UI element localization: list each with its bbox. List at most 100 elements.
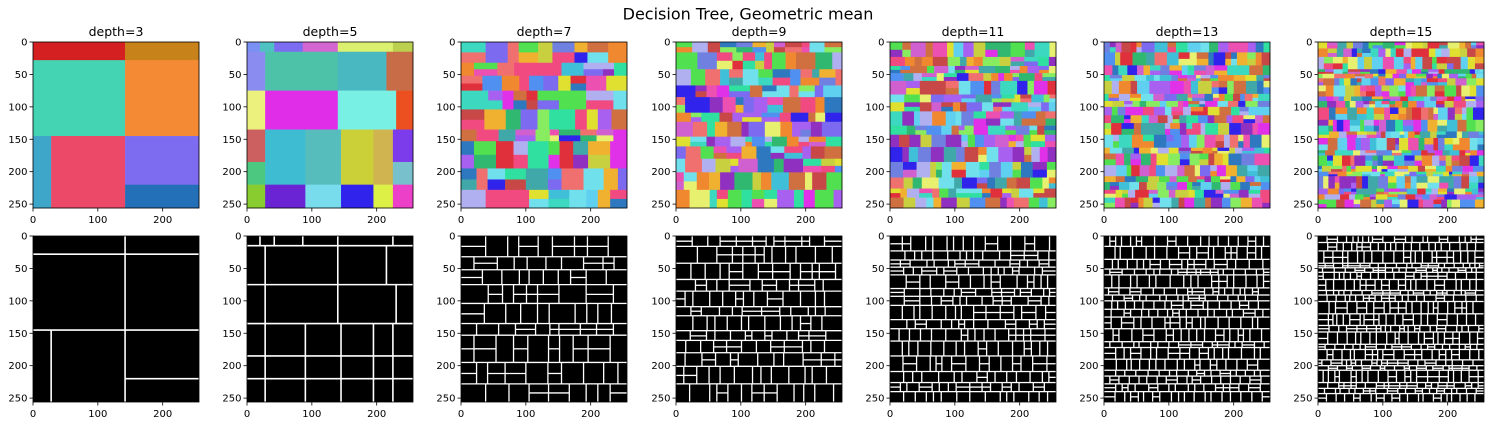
x-tick-label: 200	[581, 409, 600, 420]
segment-cell	[1344, 199, 1354, 209]
segment-cell	[764, 141, 773, 147]
x-tick-label: 200	[1224, 409, 1243, 420]
segment-cell	[1252, 97, 1259, 102]
segment-cell	[1168, 189, 1176, 198]
segment-cell	[1318, 152, 1326, 156]
segment-cell	[1198, 80, 1212, 95]
segment-cell	[527, 62, 547, 77]
segment-cell	[558, 135, 581, 142]
segment-cell	[752, 47, 767, 53]
segment-cell	[1217, 150, 1230, 154]
segment-cell	[1447, 107, 1456, 121]
segment-cell	[461, 62, 475, 77]
y-tick-label: 150	[222, 329, 241, 340]
segment-cell	[507, 42, 520, 64]
segment-cell	[987, 125, 1006, 136]
segment-cell	[1257, 123, 1271, 136]
segment-cell	[1000, 80, 1018, 95]
segment-cell	[810, 146, 825, 160]
segment-cell	[1444, 69, 1455, 75]
segment-cell	[1230, 176, 1237, 183]
segment-cell	[1381, 101, 1390, 105]
segment-cell	[1122, 189, 1129, 195]
segment-cell	[1387, 196, 1399, 200]
segment-cell	[1437, 78, 1448, 83]
segment-cell	[1231, 52, 1238, 60]
segment-cell	[1376, 204, 1385, 209]
segment-cell	[808, 112, 816, 123]
segment-cell	[1109, 78, 1123, 82]
segment-cell	[1009, 65, 1020, 71]
segment-cell	[1346, 131, 1358, 136]
segment-cell	[1227, 80, 1234, 95]
segment-cell	[1366, 107, 1375, 121]
segment-cell	[954, 69, 966, 74]
segment-cell	[890, 80, 907, 95]
segment-cell	[1435, 48, 1442, 58]
y-tick-label: 150	[8, 135, 27, 146]
segment-cell	[1318, 134, 1330, 139]
segment-cell	[964, 147, 979, 163]
y-tick-label: 250	[1293, 200, 1312, 211]
segment-cell	[784, 42, 803, 48]
segment-cell	[305, 129, 342, 163]
segment-cell	[1131, 165, 1140, 177]
segment-cell	[549, 135, 560, 142]
segment-cell	[611, 109, 628, 130]
segment-cell	[993, 106, 1003, 112]
segment-cell	[952, 102, 961, 112]
segment-cell	[1177, 165, 1185, 177]
segment-cell	[1207, 106, 1220, 116]
segment-cell	[926, 197, 934, 209]
segment-cell	[965, 69, 980, 74]
segment-cell	[1127, 65, 1138, 76]
segment-cell	[1334, 78, 1340, 86]
segment-cell	[1436, 194, 1445, 198]
segment-cell	[1115, 189, 1123, 198]
segment-cell	[965, 65, 980, 71]
segment-cell	[1375, 194, 1388, 200]
y-tick-label: 250	[865, 200, 884, 211]
segment-cell	[824, 42, 843, 48]
segment-cell	[1416, 101, 1425, 108]
segment-cell	[1220, 176, 1231, 180]
segment-cell	[543, 75, 559, 91]
segment-cell	[1472, 107, 1485, 121]
segment-cell	[1215, 189, 1224, 195]
segment-cell	[1104, 189, 1116, 195]
segment-cell	[1327, 45, 1338, 49]
segment-cell	[1334, 176, 1340, 184]
segment-cell	[586, 189, 599, 209]
segment-cell	[1136, 42, 1142, 48]
segment-cell	[1333, 85, 1346, 97]
segment-cell	[902, 161, 917, 171]
segment-cell	[1212, 93, 1220, 99]
segment-cell	[1014, 94, 1021, 103]
segment-cell	[890, 56, 906, 67]
segment-cell	[1146, 182, 1158, 191]
segment-cell	[1351, 176, 1357, 184]
segment-cell	[783, 158, 804, 173]
segment-cell	[727, 189, 742, 209]
segment-cell	[1366, 134, 1377, 139]
segment-cell	[706, 85, 718, 98]
segment-cell	[1164, 128, 1171, 136]
y-tick-label: 50	[229, 70, 242, 81]
segment-cell	[1397, 194, 1406, 200]
segment-cell	[1240, 123, 1253, 136]
segment-cell	[1479, 71, 1485, 75]
segment-cell	[1184, 165, 1196, 177]
segment-cell	[1109, 47, 1116, 53]
x-tick-label: 200	[367, 215, 386, 226]
segment-cell	[938, 177, 955, 189]
y-tick-label: 50	[872, 70, 885, 81]
y-tick-label: 50	[15, 264, 28, 275]
segment-cell	[1019, 188, 1034, 198]
segment-cell	[1200, 78, 1211, 82]
segment-cell	[1349, 194, 1356, 200]
segment-cell	[1194, 70, 1207, 76]
segment-cell	[732, 60, 744, 70]
segment-cell	[1444, 137, 1454, 145]
segment-cell	[921, 56, 934, 67]
